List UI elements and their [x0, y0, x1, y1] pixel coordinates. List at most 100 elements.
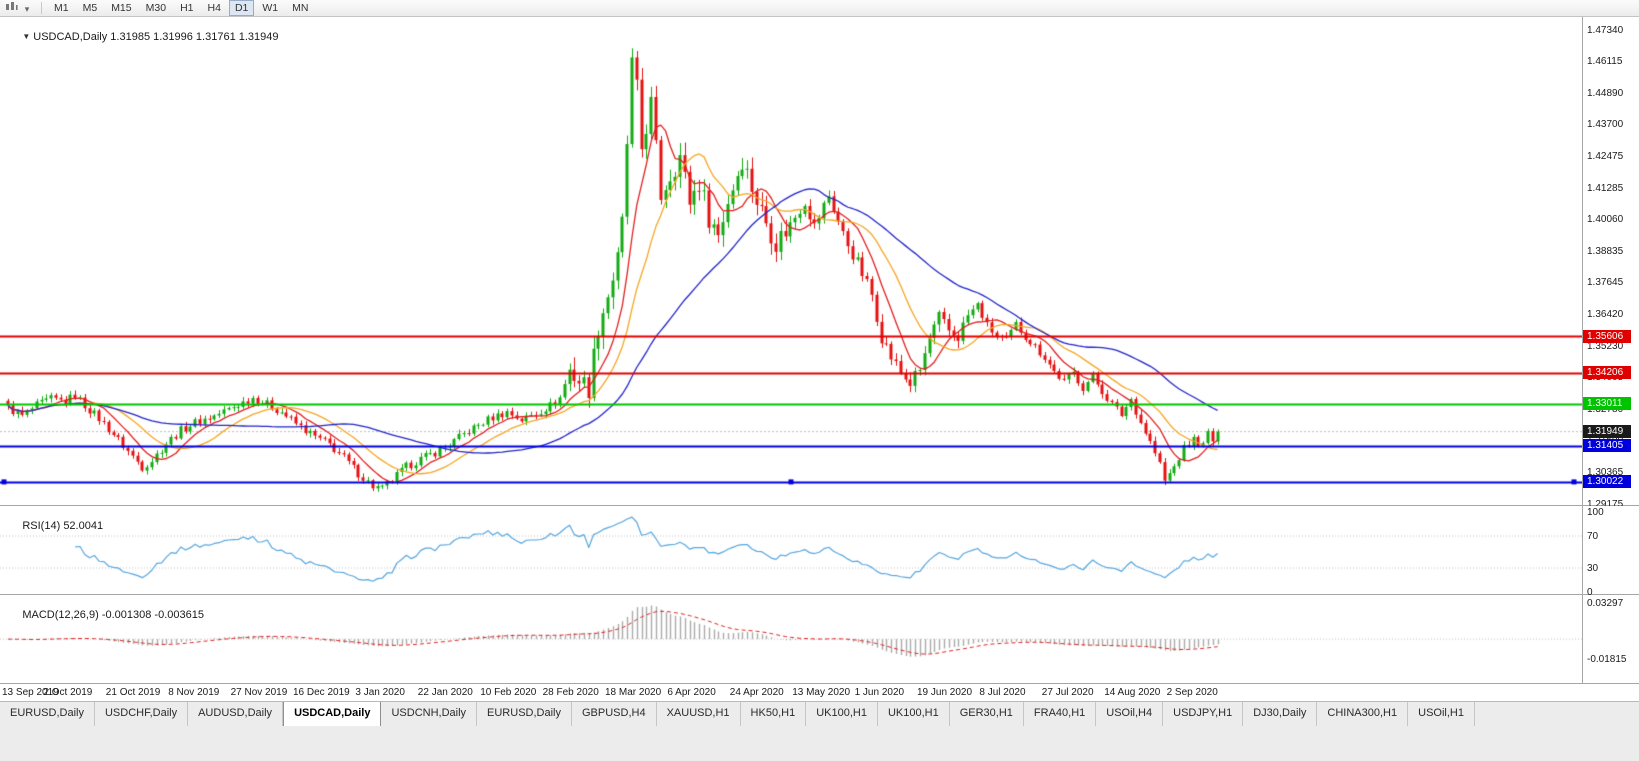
chart-tab-usoil-h1[interactable]: USOil,H1: [1408, 702, 1475, 726]
panel-separator[interactable]: [0, 505, 1639, 506]
rsi-current-value: 52.0041: [63, 520, 104, 532]
price-tick-label: 1.38835: [1587, 246, 1624, 258]
pivot-line-price-badge[interactable]: 1.33011: [1583, 397, 1631, 411]
chart-type-icon[interactable]: [3, 0, 19, 14]
time-axis-label: 2 Sep 2020: [1166, 687, 1218, 698]
resistance-line-price-badge[interactable]: 1.35606: [1583, 329, 1631, 343]
toolbar-icon-group: ▾: [3, 0, 35, 17]
support-line-price-badge[interactable]: 1.30022: [1583, 475, 1631, 489]
price-tick-label: 1.36420: [1587, 309, 1624, 321]
rsi-tick-label: 100: [1587, 506, 1604, 518]
macd-current-values: -0.001308 -0.003615: [101, 609, 204, 621]
timeframe-button-m30[interactable]: M30: [145, 2, 167, 14]
rsi-tick-label: 30: [1587, 562, 1599, 574]
chart-dropdown-icon[interactable]: ▼: [22, 32, 31, 41]
price-tick-label: 1.41285: [1587, 182, 1624, 194]
toolbar-separator: [41, 2, 42, 14]
macd-axis[interactable]: 0.03297 -0.01815: [1583, 595, 1639, 683]
chart-tab-usdcad-daily-active[interactable]: USDCAD,Daily: [283, 702, 382, 726]
chart-ohlc-values: 1.31985 1.31996 1.31761 1.31949: [110, 31, 279, 43]
chart-tab-row: EURUSD,Daily USDCHF,Daily AUDUSD,Daily USDC…: [0, 702, 1639, 726]
chart-tab-ger30-h1[interactable]: GER30,H1: [949, 702, 1024, 726]
chart-tab-gbpusd-h4[interactable]: GBPUSD,H4: [572, 702, 657, 726]
rsi-label: RSI(14) 52.0041: [4, 508, 103, 544]
macd-canvas[interactable]: [0, 595, 1582, 683]
rsi-name: RSI(14): [22, 520, 61, 532]
chart-tab-uk100-h1[interactable]: UK100,H1: [877, 702, 950, 726]
price-tick-label: 1.35230: [1587, 340, 1624, 352]
timeframes-dropdown-icon[interactable]: ▾: [24, 4, 30, 14]
chart-tab-usoil-h4[interactable]: USOil,H4: [1096, 702, 1164, 726]
chart-tab-uk100-h1[interactable]: UK100,H1: [806, 702, 878, 726]
price-tick-label: 1.40060: [1587, 214, 1624, 226]
price-tick-label: 1.44890: [1587, 88, 1624, 100]
time-axis-label: 22 Jan 2020: [417, 687, 473, 698]
time-axis-label: 27 Nov 2019: [230, 687, 288, 698]
top-toolbar: ▾ M1 M5 M15 M30 H1 H4 D1 W1 MN: [0, 0, 1639, 17]
chart-tab-usdjpy-h1[interactable]: USDJPY,H1: [1163, 702, 1244, 726]
rsi-tick-label: 70: [1587, 530, 1599, 542]
chart-tab-china300-h1[interactable]: CHINA300,H1: [1317, 702, 1409, 726]
support-line-price-badge[interactable]: 1.31405: [1583, 439, 1631, 453]
rsi-axis[interactable]: 100 70 30 0: [1583, 506, 1639, 598]
timeframe-button-h1[interactable]: H1: [180, 2, 194, 14]
macd-tick-label: 0.03297: [1587, 597, 1624, 609]
macd-name: MACD(12,26,9): [22, 609, 99, 621]
time-axis-label: 13 Sep 2019: [2, 687, 59, 698]
time-axis-label: 18 Mar 2020: [605, 687, 662, 698]
timeframe-button-group: M1 M5 M15 M30 H1 H4 D1 W1 MN: [48, 0, 314, 16]
price-tick-label: 1.30365: [1587, 467, 1624, 479]
chart-tab-usdcnh-daily[interactable]: USDCNH,Daily: [381, 702, 478, 726]
rsi-canvas[interactable]: [0, 506, 1582, 594]
price-chart-panel: ▼ USDCAD,Daily 1.31985 1.31996 1.31761 1.…: [0, 17, 1582, 505]
time-axis-label: 10 Feb 2020: [480, 687, 537, 698]
price-tick-label: 1.29175: [1587, 498, 1624, 510]
timeframe-button-m5[interactable]: M5: [82, 2, 98, 14]
resistance-line-price-badge[interactable]: 1.34206: [1583, 366, 1631, 380]
chart-symbol-period: USDCAD,Daily: [33, 31, 108, 43]
time-axis-label: 6 Apr 2020: [667, 687, 716, 698]
panel-separator[interactable]: [0, 594, 1639, 595]
timeframe-button-w1[interactable]: W1: [262, 2, 279, 14]
time-axis-label: 14 Aug 2020: [1104, 687, 1161, 698]
current-price-price-badge: 1.31949: [1583, 425, 1631, 439]
chart-tab-dj30-daily[interactable]: DJ30,Daily: [1243, 702, 1318, 726]
price-tick-label: 1.37645: [1587, 277, 1624, 289]
price-chart-canvas[interactable]: [0, 17, 1582, 505]
timeframe-button-d1[interactable]: D1: [228, 0, 255, 16]
chart-tab-audusd-daily[interactable]: AUDUSD,Daily: [188, 702, 284, 726]
price-axis[interactable]: 1.47340 1.46115 1.44890 1.43700 1.42475 1.412…: [1583, 17, 1639, 510]
time-axis-label: 28 Feb 2020: [542, 687, 599, 698]
time-axis-label: 19 Jun 2020: [917, 687, 973, 698]
rsi-tick-label: 0: [1587, 586, 1593, 598]
time-axis-label: 24 Apr 2020: [729, 687, 784, 698]
price-tick-label: 1.46115: [1587, 56, 1623, 68]
chart-title: ▼ USDCAD,Daily 1.31985 1.31996 1.31761 1.…: [4, 19, 279, 55]
chart-tab-eurusd-daily[interactable]: EURUSD,Daily: [477, 702, 572, 726]
time-axis-label: 8 Jul 2020: [979, 687, 1026, 698]
time-axis-label: 16 Dec 2019: [293, 687, 350, 698]
macd-tick-label: -0.01815: [1587, 653, 1627, 665]
chart-tab-hk50-h1[interactable]: HK50,H1: [740, 702, 807, 726]
timeframe-button-h4[interactable]: H4: [207, 2, 221, 14]
timeframe-button-m15[interactable]: M15: [111, 2, 132, 14]
time-axis-label: 2 Oct 2019: [43, 687, 93, 698]
price-axis-separator: [1582, 17, 1583, 683]
chart-tab-fra40-h1[interactable]: FRA40,H1: [1023, 702, 1097, 726]
price-tick-label: 1.47340: [1587, 24, 1624, 36]
timeframe-button-m1[interactable]: M1: [54, 2, 69, 14]
chart-region: ▼ USDCAD,Daily 1.31985 1.31996 1.31761 1.…: [0, 17, 1639, 701]
time-axis-label: 27 Jul 2020: [1041, 687, 1094, 698]
macd-indicator-panel: MACD(12,26,9) -0.001308 -0.003615: [0, 595, 1582, 683]
chart-tab-usdchf-daily[interactable]: USDCHF,Daily: [94, 702, 189, 726]
timeframe-button-mn[interactable]: MN: [292, 2, 309, 14]
time-axis-label: 8 Nov 2019: [168, 687, 220, 698]
time-axis[interactable]: 13 Sep 2019 2 Oct 2019 21 Oct 2019 8 Nov 20…: [0, 683, 1639, 701]
rsi-indicator-panel: RSI(14) 52.0041: [0, 506, 1582, 594]
time-axis-label: 13 May 2020: [792, 687, 851, 698]
chart-tab-xauusd-h1[interactable]: XAUUSD,H1: [656, 702, 741, 726]
price-tick-label: 1.43700: [1587, 119, 1624, 131]
chart-tab-eurusd-daily[interactable]: EURUSD,Daily: [0, 702, 95, 726]
price-tick-label: 1.42475: [1587, 151, 1624, 163]
time-axis-label: 21 Oct 2019: [105, 687, 161, 698]
